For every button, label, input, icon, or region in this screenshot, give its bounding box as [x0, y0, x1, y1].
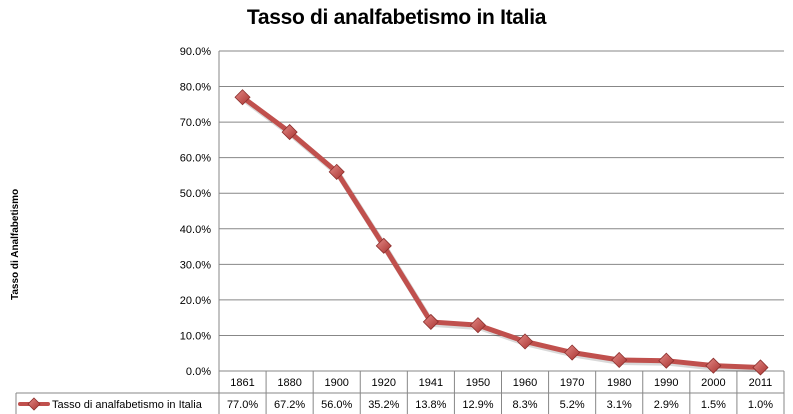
series-markers [234, 89, 769, 376]
legend-marker [27, 397, 41, 411]
y-tick-label: 40.0% [180, 224, 211, 236]
data-table-value: 2.9% [654, 399, 679, 411]
x-tick-label: 1861 [230, 377, 254, 389]
data-table-value: 3.1% [607, 399, 632, 411]
x-tick-label: 1950 [466, 377, 490, 389]
data-point-marker [752, 359, 769, 376]
y-tick-label: 10.0% [180, 330, 211, 342]
data-table-value: 56.0% [321, 399, 352, 411]
data-point-marker [564, 344, 581, 361]
y-tick-label: 20.0% [180, 295, 211, 307]
data-table-value: 77.0% [227, 399, 258, 411]
data-point-marker [422, 313, 439, 330]
data-table-value: 35.2% [368, 399, 399, 411]
series-line [240, 94, 763, 373]
y-tick-label: 70.0% [180, 117, 211, 129]
y-tick-label: 90.0% [180, 46, 211, 58]
legend-label: Tasso di analfabetismo in Italia [52, 399, 203, 411]
y-tick-label: 80.0% [180, 82, 211, 94]
y-tick-label: 50.0% [180, 188, 211, 200]
series-line-shadow [242, 96, 763, 373]
data-table-value: 12.9% [462, 399, 493, 411]
x-tick-label: 1941 [419, 377, 443, 389]
data-point-marker [705, 357, 722, 374]
series-line-path [240, 94, 763, 370]
x-tick-label: 1900 [324, 377, 348, 389]
data-point-marker [328, 163, 345, 180]
x-tick-label: 1880 [277, 377, 301, 389]
y-tick-label: 60.0% [180, 153, 211, 165]
data-table-value: 5.2% [560, 399, 585, 411]
data-table-value: 13.8% [415, 399, 446, 411]
chart-title: Tasso di analfabetismo in Italia [246, 6, 547, 29]
x-tick-label: 2011 [749, 377, 773, 389]
data-table-value: 1.0% [748, 399, 773, 411]
chart-text: 0.0% 10.0% 20.0% 30.0% 40.0% 50.0% 60.0% 70.0% 8… [52, 46, 773, 411]
data-point-marker [375, 237, 392, 254]
data-table-value: 8.3% [513, 399, 538, 411]
x-tick-label: 1980 [607, 377, 631, 389]
data-table [15, 371, 785, 414]
x-tick-label: 1970 [560, 377, 584, 389]
y-tick-label: 0.0% [186, 366, 211, 378]
x-tick-label: 1960 [513, 377, 537, 389]
data-point-marker [281, 124, 298, 141]
data-point-marker [658, 352, 675, 369]
data-point-marker [234, 89, 251, 106]
gridlines [218, 50, 784, 372]
data-point-marker [516, 333, 534, 350]
data-table-value: 1.5% [701, 399, 726, 411]
data-point-marker [611, 351, 628, 369]
x-tick-label: 1920 [372, 377, 396, 389]
x-tick-label: 2000 [701, 377, 725, 389]
data-point-marker [469, 317, 487, 334]
x-tick-label: 1990 [654, 377, 678, 389]
y-tick-label: 30.0% [180, 259, 211, 271]
data-table-value: 67.2% [274, 399, 305, 411]
